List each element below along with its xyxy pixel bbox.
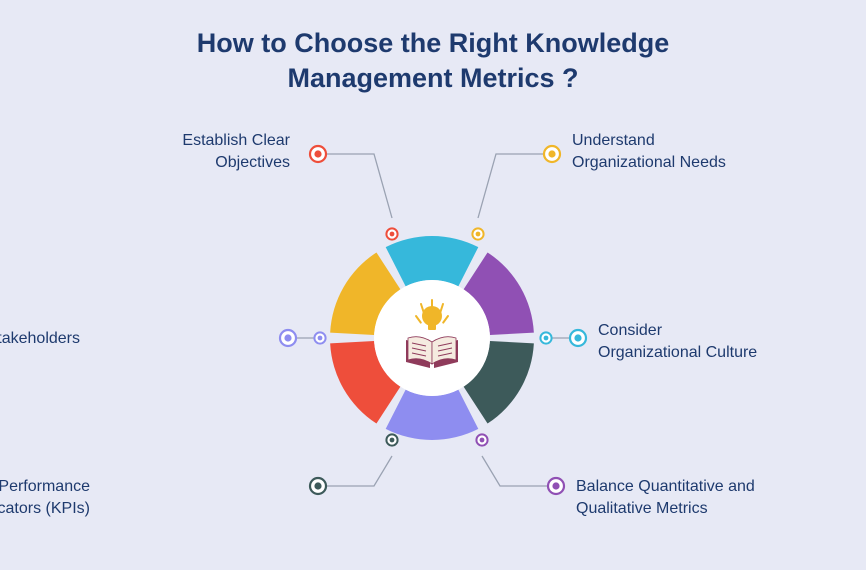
wheel-center <box>374 280 490 396</box>
node-wheel-dot-culture <box>544 336 549 341</box>
label-objectives-line-0: Establish Clear <box>182 132 290 149</box>
label-culture-line-1: Organizational Culture <box>598 344 757 361</box>
label-kpis: Identify Key Performance Indicators (KPIs… <box>0 476 90 519</box>
node-outer-dot-kpis <box>314 482 321 489</box>
node-outer-dot-culture <box>574 334 581 341</box>
label-balance-line-1: Qualitative Metrics <box>576 500 708 517</box>
node-outer-dot-balance <box>552 482 559 489</box>
node-wheel-dot-stakeholders <box>318 336 323 341</box>
node-outer-dot-stakeholders <box>284 334 291 341</box>
label-culture-line-0: Consider <box>598 322 662 339</box>
wheel-segment-stakeholders <box>386 390 479 440</box>
wheel-segment-culture <box>386 236 479 286</box>
node-wheel-dot-objectives <box>390 232 395 237</box>
connector-balance <box>482 456 556 486</box>
label-org_needs: Understand Organizational Needs <box>572 130 772 173</box>
label-balance-line-0: Balance Quantitative and <box>576 478 755 495</box>
connector-objectives <box>318 154 392 218</box>
label-stakeholders-line-0: Engage Stakeholders <box>0 330 80 347</box>
node-wheel-dot-kpis <box>390 438 395 443</box>
label-org_needs-line-0: Understand <box>572 132 655 149</box>
connector-kpis <box>318 456 392 486</box>
label-balance: Balance Quantitative and Qualitative Metr… <box>576 476 806 519</box>
label-culture: Consider Organizational Culture <box>598 320 808 363</box>
connector-org_needs <box>478 154 552 218</box>
label-kpis-line-1: Indicators (KPIs) <box>0 500 90 517</box>
label-objectives: Establish Clear Objectives <box>150 130 290 173</box>
label-objectives-line-1: Objectives <box>215 154 290 171</box>
node-outer-dot-org_needs <box>548 150 555 157</box>
node-wheel-dot-org_needs <box>476 232 481 237</box>
label-kpis-line-0: Identify Key Performance <box>0 478 90 495</box>
node-wheel-dot-balance <box>480 438 485 443</box>
node-outer-dot-objectives <box>314 150 321 157</box>
label-stakeholders: Engage Stakeholders <box>0 328 80 350</box>
label-org_needs-line-1: Organizational Needs <box>572 154 726 171</box>
